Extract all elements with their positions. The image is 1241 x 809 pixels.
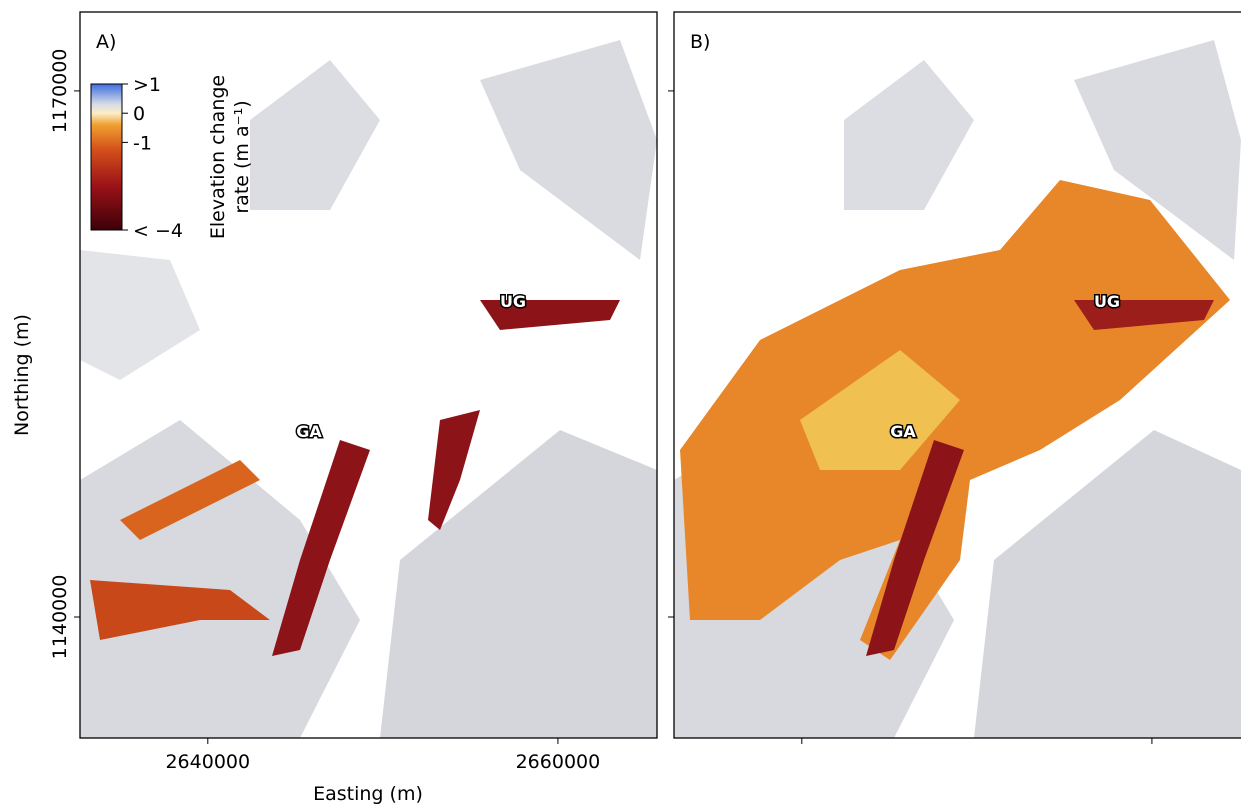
colorbar-tick-label: 0 [133,103,145,125]
map-b [674,40,1241,738]
colorbar [90,83,123,231]
annotation: UG [500,292,526,311]
panel-label: B) [690,31,710,53]
terrain [250,60,380,210]
colorbar-title: rate (m a⁻¹) [231,100,253,213]
terrain [380,430,657,738]
y-tick-label: 1170000 [49,49,71,134]
terrain [80,250,200,380]
annotation: GA [296,422,322,441]
glacier-tongue [90,580,270,640]
panel-frame [79,11,658,739]
panel-label: A) [96,31,116,53]
glacier-tongue [428,410,480,530]
annotation: GA [890,422,916,441]
x-axis-label: Easting (m) [313,783,423,805]
glacier-tongue [1074,300,1214,330]
colorbar-tick-label: -1 [133,132,152,154]
annotation: UG [1094,292,1120,311]
y-axis-label: Northing (m) [11,314,33,436]
terrain [844,60,974,210]
glacier-tongue [866,440,964,656]
colorbar-title: Elevation change [207,75,229,239]
x-tick-label: 2660000 [516,751,601,773]
glacier-tongue [120,460,260,540]
map-a [80,40,657,738]
glacier-tongue [480,300,620,330]
terrain [1074,40,1241,260]
glacier-tongue [272,440,370,656]
panel-frame [673,11,1241,739]
terrain [480,40,657,260]
terrain [80,420,360,738]
colorbar-tick-label: >1 [133,74,161,96]
glacier [800,350,960,470]
terrain [974,430,1241,738]
colorbar-tick-label: < −4 [133,220,183,242]
y-tick-label: 1140000 [49,575,71,660]
x-tick-label: 2640000 [165,751,250,773]
